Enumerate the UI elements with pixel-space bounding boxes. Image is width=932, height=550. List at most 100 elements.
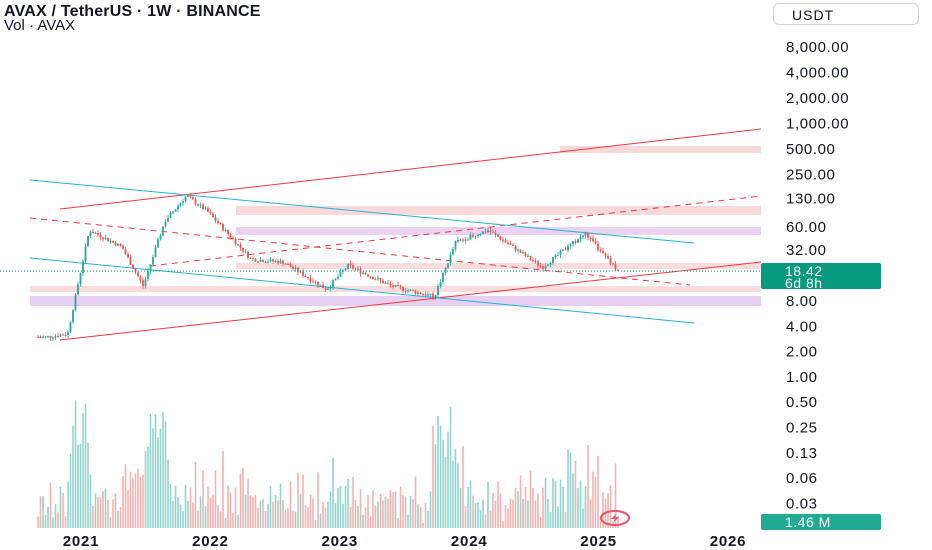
candle-body	[597, 243, 599, 250]
volume-bar	[432, 425, 434, 528]
candle-body	[472, 234, 474, 237]
volume-bar	[554, 480, 557, 528]
candle-body	[104, 237, 107, 240]
volume-bar	[419, 506, 422, 528]
volume-bar	[497, 481, 499, 528]
y-tick-label: 250.00	[786, 166, 835, 183]
candle-body	[242, 247, 244, 252]
candle-body	[574, 241, 577, 243]
volume-bar	[407, 514, 409, 528]
candle-body	[519, 249, 522, 253]
volume-bar	[37, 516, 39, 528]
volume-bar	[42, 496, 44, 528]
volume-bar	[142, 474, 144, 528]
candle-body	[232, 237, 234, 240]
volume-badge-value: 1.46 M	[785, 514, 831, 530]
volume-bar	[599, 515, 602, 528]
candle-body	[514, 245, 517, 251]
candle-body	[452, 249, 454, 255]
candle-body	[259, 259, 262, 262]
candle-body	[174, 209, 177, 212]
volume-bar	[62, 493, 64, 528]
candle-body	[229, 234, 232, 238]
x-tick-label: 2024	[451, 533, 488, 550]
volume-bar	[467, 486, 469, 528]
volume-bar	[492, 492, 494, 528]
candle-body	[119, 243, 122, 246]
candle-body	[319, 284, 322, 286]
volume-bar	[382, 500, 384, 528]
y-tick-label: 4.00	[786, 318, 818, 335]
candle-body	[607, 256, 609, 259]
volume-bar	[429, 491, 432, 528]
candle-body	[357, 268, 359, 270]
candle-body	[297, 267, 299, 273]
volume-bar	[207, 487, 209, 528]
volume-bar	[137, 468, 139, 528]
volume-bar	[284, 510, 287, 528]
candle-body	[364, 272, 367, 275]
candle-body	[117, 243, 119, 246]
trend-lines	[0, 128, 762, 341]
volume-bar	[77, 444, 79, 528]
resistance-zone-32	[236, 263, 761, 269]
volume-bar	[84, 403, 87, 528]
volume-bar	[544, 477, 547, 528]
candle-body	[202, 204, 204, 210]
volume-bar	[174, 486, 177, 528]
volume-bar	[392, 492, 394, 528]
volume-bar	[597, 456, 599, 528]
y-tick-label: 2.00	[786, 344, 818, 361]
volume-bar	[362, 514, 364, 528]
candle-body	[397, 285, 399, 287]
purple-zone-60	[236, 227, 761, 235]
candle-body	[577, 239, 579, 243]
candle-body	[604, 253, 607, 257]
volume-bar	[277, 500, 279, 528]
candle-body	[137, 272, 139, 277]
mid-channel-dashed	[149, 195, 762, 267]
candle-body	[599, 249, 602, 251]
volume-bar	[109, 517, 112, 528]
falling-upper-cyan	[29, 179, 695, 244]
y-tick-label: 0.03	[786, 495, 818, 512]
candle-body	[484, 231, 487, 233]
candle-body	[377, 278, 379, 280]
candle-body	[579, 237, 582, 240]
candle-body	[369, 276, 372, 278]
volume-bar	[532, 488, 534, 528]
volume-bar	[117, 510, 119, 528]
volume-bar	[542, 487, 544, 528]
volume-bar	[417, 504, 419, 528]
x-tick-label: 2023	[322, 533, 359, 550]
candle-body	[127, 254, 129, 258]
lightning-icon	[600, 510, 630, 526]
candle-body	[529, 255, 532, 260]
volume-bar	[127, 490, 129, 528]
candle-body	[194, 199, 197, 205]
volume-bar	[139, 476, 142, 528]
volume-bar	[209, 497, 212, 528]
volume-bar	[587, 445, 589, 528]
volume-bar	[124, 464, 127, 528]
candle-body	[184, 196, 187, 202]
volume-bar	[294, 511, 297, 528]
candle-body	[352, 265, 354, 269]
candle-body	[289, 264, 292, 267]
currency-selector-button[interactable]: USDT	[773, 3, 919, 25]
candle-body	[142, 280, 144, 286]
volume-bar	[399, 486, 402, 528]
volume-bar	[197, 510, 199, 528]
candle-body	[354, 268, 357, 270]
y-tick-label: 8.00	[786, 293, 818, 310]
candle-body	[402, 287, 404, 291]
candle-body	[267, 261, 269, 263]
candle-body	[507, 242, 509, 244]
candle-body	[114, 242, 117, 246]
volume-bar	[252, 496, 254, 528]
volume-bar	[199, 496, 202, 528]
candle-body	[207, 208, 209, 212]
volume-bar	[302, 474, 304, 528]
candle-body	[412, 289, 414, 291]
